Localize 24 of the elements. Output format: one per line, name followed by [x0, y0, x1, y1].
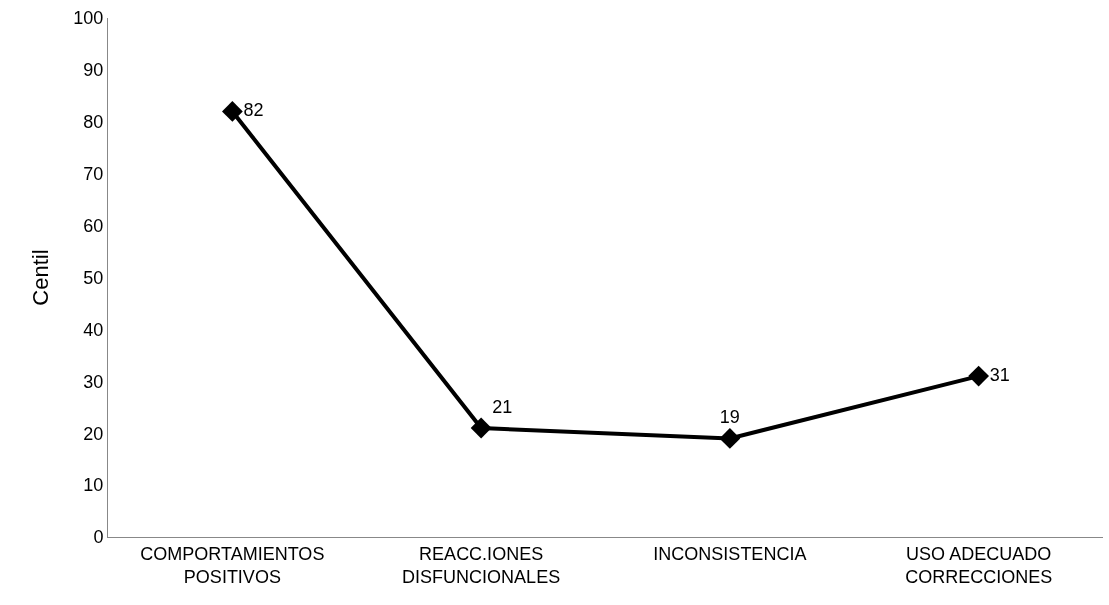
- x-tick-label: USO ADECUADO CORRECCIONES: [905, 543, 1053, 587]
- data-label: 21: [492, 396, 513, 417]
- y-tick-label: 70: [83, 164, 104, 184]
- point: [221, 101, 243, 122]
- y-tick-label: 80: [83, 112, 104, 133]
- y-tick-label: 90: [83, 60, 104, 81]
- point: [719, 427, 741, 449]
- y-tick-label: 40: [83, 319, 104, 340]
- y-tick-label: 100: [73, 8, 104, 29]
- point: [470, 417, 492, 439]
- y-axis-title: Centil: [28, 249, 54, 306]
- x-tick-label: INCONSISTENCIA: [653, 543, 807, 564]
- y-tick-label: 30: [83, 371, 104, 392]
- y-tick-label: 50: [83, 267, 104, 288]
- y-tick-label: 0: [93, 527, 104, 548]
- x-tick-label: COMPORTAMIENTOS POSITIVOS: [140, 543, 325, 587]
- y-tick-label: 10: [83, 475, 104, 496]
- x-tick-label: REACC.IONES DISFUNCIONALES: [402, 543, 561, 587]
- data-label: 31: [989, 364, 1010, 385]
- data-label: 19: [719, 406, 740, 427]
- point: [968, 365, 990, 387]
- data-label: 82: [243, 99, 264, 120]
- y-tick-label: 60: [83, 215, 104, 236]
- y-tick-label: 20: [83, 423, 104, 444]
